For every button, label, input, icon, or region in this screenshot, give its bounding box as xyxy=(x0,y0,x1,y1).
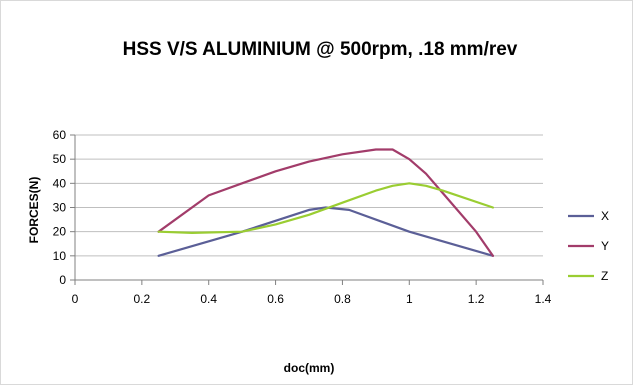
series-line-z xyxy=(157,182,494,234)
y-tick-label: 20 xyxy=(53,225,67,239)
x-tick-label: 0 xyxy=(72,292,79,306)
grid-layer xyxy=(75,134,543,257)
legend-label-x: X xyxy=(601,209,609,223)
chart-title: HSS V/S ALUMINIUM @ 500rpm, .18 mm/rev xyxy=(123,39,518,60)
y-tick-label: 40 xyxy=(53,176,67,190)
y-tick-label: 30 xyxy=(53,201,67,215)
x-tick-label: 1 xyxy=(406,292,413,306)
y-tick-label: 10 xyxy=(53,249,67,263)
legend-label-y: Y xyxy=(601,239,609,253)
x-tick-label: 1.4 xyxy=(535,292,552,306)
axis-layer: 0 10 20 30 40 50 60 0 0.2 0.4 0.6 0.8 1 1.2 1.4 xyxy=(53,128,552,306)
x-tick-label: 0.8 xyxy=(334,292,351,306)
x-axis-label: doc(mm) xyxy=(284,361,335,375)
y-tick-label: 0 xyxy=(59,273,66,287)
x-tick-label: 0.6 xyxy=(267,292,284,306)
y-axis-label: FORCES(N) xyxy=(27,177,41,244)
x-tick-label: 1.2 xyxy=(468,292,485,306)
legend-label-z: Z xyxy=(601,269,608,283)
series-line-y xyxy=(157,148,494,257)
x-tick-label: 0.4 xyxy=(200,292,217,306)
series-layer xyxy=(157,148,494,257)
x-tick-label: 0.2 xyxy=(134,292,151,306)
y-tick-label: 60 xyxy=(53,128,67,142)
legend: X Y Z xyxy=(568,209,609,283)
y-tick-label: 50 xyxy=(53,152,67,166)
